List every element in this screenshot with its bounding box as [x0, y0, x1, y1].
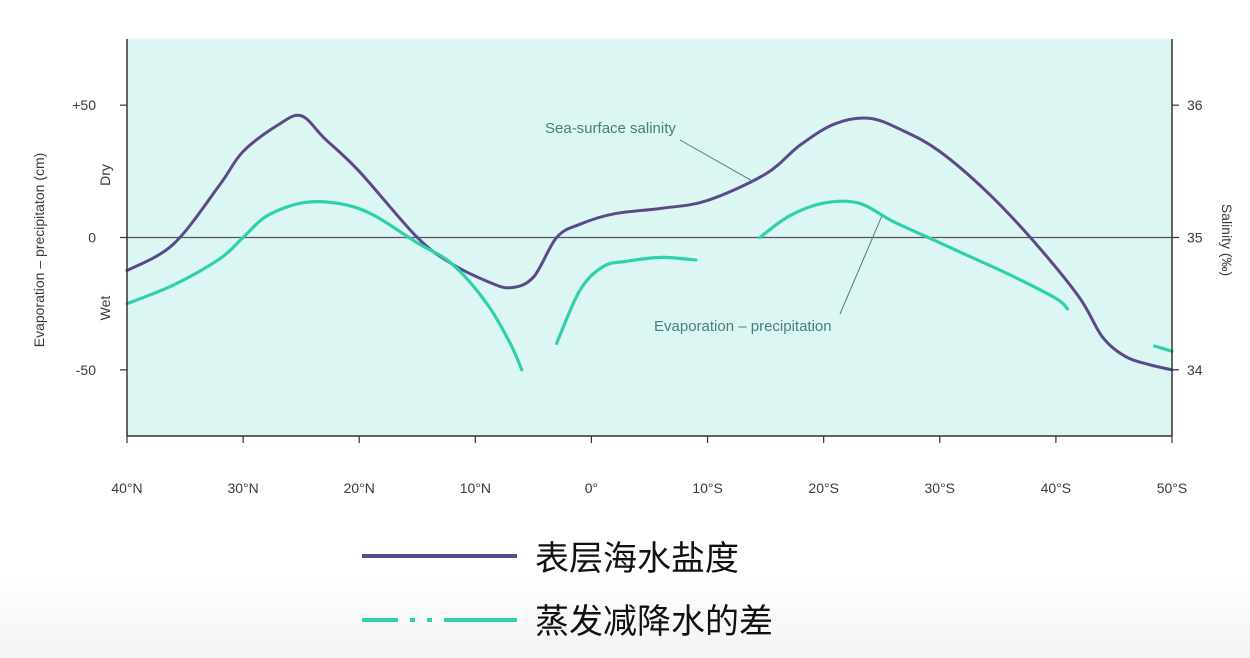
- x-tick-label: 20°N: [344, 480, 375, 496]
- x-tick-label: 30°S: [925, 480, 956, 496]
- x-tick-label: 20°S: [808, 480, 839, 496]
- left-axis-title: Evaporation – precipitaton (cm): [31, 153, 47, 348]
- salinity-leader-line: [679, 139, 755, 183]
- legend-label-evaporation: 蒸发减降水的差: [535, 602, 773, 642]
- x-tick-label: 10°S: [692, 480, 723, 496]
- left-axis-ticks: +50 0 -50: [72, 97, 127, 378]
- right-axis-title: Salinity (‰): [1219, 204, 1235, 276]
- x-tick-label: 50°S: [1157, 480, 1188, 496]
- evaporation-line-segment-0: [125, 200, 524, 372]
- evaporation-leader-line: [839, 216, 883, 315]
- right-tick-label: 34: [1187, 362, 1203, 378]
- left-tick-label: -50: [76, 362, 96, 378]
- x-tick-label: 10°N: [460, 480, 491, 496]
- x-tick-label: 0°: [585, 480, 598, 496]
- left-tick-label: +50: [72, 97, 96, 113]
- legend: 表层海水盐度 蒸发减降水的差: [362, 539, 773, 642]
- x-tick-label: 30°N: [227, 480, 258, 496]
- dry-label: Dry: [97, 164, 113, 186]
- right-axis-ticks: 36 35 34: [1172, 97, 1203, 378]
- evaporation-line-segment-1: [555, 255, 698, 345]
- annotation-evaporation: Evaporation – precipitation: [654, 318, 832, 335]
- leader-layer: [679, 139, 883, 315]
- legend-label-salinity: 表层海水盐度: [535, 539, 739, 579]
- x-tick-label: 40°S: [1041, 480, 1072, 496]
- salinity-line-segment-0: [125, 113, 1174, 372]
- series-layer: [125, 113, 1174, 372]
- evaporation-line-segment-2: [758, 199, 1070, 311]
- x-tick-label: 40°N: [111, 480, 142, 496]
- wet-label: Wet: [97, 296, 113, 321]
- right-tick-label: 36: [1187, 97, 1203, 113]
- evaporation-line-segment-3: [1153, 344, 1174, 353]
- right-tick-label: 35: [1187, 230, 1203, 246]
- annotation-salinity: Sea-surface salinity: [545, 120, 676, 137]
- x-axis-ticks: 40°N 30°N 20°N 10°N 0° 10°S 20°S 30°S 40°S 50°S: [111, 436, 1187, 496]
- left-tick-label: 0: [88, 230, 96, 246]
